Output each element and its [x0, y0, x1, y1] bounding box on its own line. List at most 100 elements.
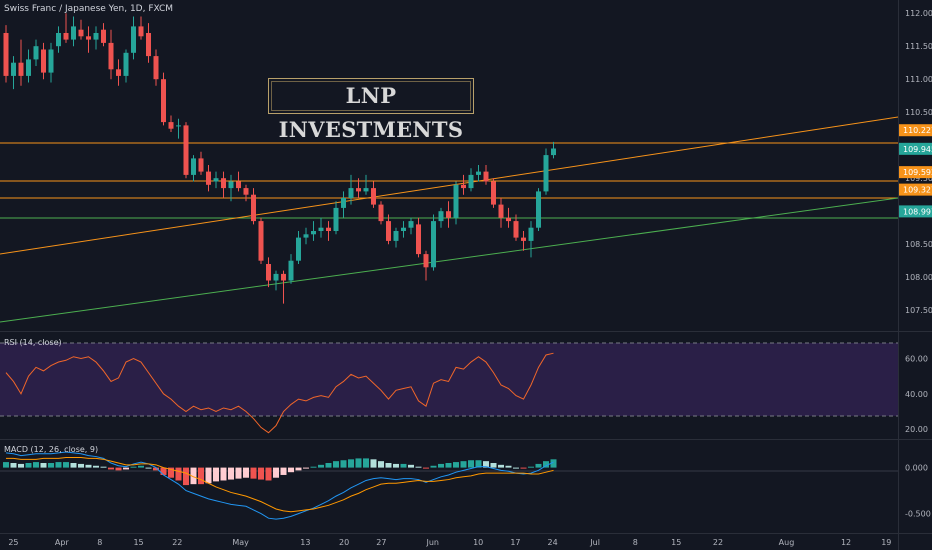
candle-body: [63, 33, 69, 40]
candle-body: [243, 188, 249, 195]
macd-histogram-bar: [303, 467, 309, 469]
rsi-tick-label: 20.00: [905, 425, 928, 434]
price-tick-label: 108.500: [905, 240, 932, 249]
trend-line-lower[interactable]: [0, 197, 899, 323]
macd-histogram-bar: [63, 462, 69, 468]
candle-body: [123, 52, 129, 76]
price-tick-label: 109.500: [905, 174, 932, 183]
candle-body: [93, 33, 99, 40]
candle-body: [161, 79, 166, 123]
macd-histogram-bar: [205, 467, 212, 484]
candle-body: [56, 33, 61, 47]
time-tick-label: Jul: [589, 538, 600, 547]
macd-histogram-bar: [55, 462, 62, 468]
macd-histogram-bar: [130, 466, 137, 468]
macd-histogram-bar: [235, 467, 242, 479]
macd-histogram-bar: [93, 465, 99, 468]
candle-body: [371, 188, 376, 205]
time-tick-label: 8: [633, 538, 638, 547]
macd-pane-label: MACD (12, 26, close, 9): [4, 445, 99, 454]
time-axis[interactable]: 25 Apr 8 15 22 May 13 20 27 Jun 10 17 24 Jul 8 15 22 Aug 1…: [8, 538, 891, 547]
candle-body: [288, 260, 294, 281]
candle-body: [461, 184, 466, 189]
macd-histogram-bar: [3, 462, 9, 468]
candle-body: [551, 148, 556, 156]
rsi-line: [5, 352, 554, 434]
candle-body: [431, 221, 436, 268]
macd-histogram-bar: [153, 467, 159, 471]
candle-body: [506, 217, 511, 222]
macd-histogram-bar: [318, 464, 324, 468]
macd-histogram-bar: [175, 467, 182, 481]
macd-histogram-bar: [370, 459, 377, 468]
time-tick-label: 15: [671, 538, 681, 547]
candle-body: [446, 211, 451, 218]
time-tick-label: 17: [510, 538, 520, 547]
macd-histogram-bar: [498, 464, 504, 468]
candle-body: [131, 26, 136, 53]
macd-histogram-bar: [348, 459, 354, 468]
macd-histogram-bar: [438, 463, 444, 468]
trend-line-upper[interactable]: [0, 116, 899, 255]
macd-histogram-bar: [258, 467, 264, 480]
macd-histogram-bar: [25, 463, 32, 468]
candle-body: [468, 174, 474, 189]
macd-signal-line: [6, 456, 554, 513]
macd-histogram-bar: [520, 467, 527, 469]
candle-body: [116, 69, 121, 76]
candle-body: [236, 181, 241, 189]
time-tick-label: 25: [8, 538, 18, 547]
macd-histogram-bar: [40, 463, 47, 468]
macd-histogram-bar: [70, 463, 77, 468]
macd-line: [5, 451, 554, 520]
price-tick-label: 110.500: [905, 108, 932, 117]
macd-histogram-bar: [145, 467, 152, 469]
candle-body: [393, 231, 399, 241]
macd-histogram-bar: [490, 463, 497, 468]
candle-body: [41, 49, 46, 73]
macd-histogram-bar: [78, 463, 84, 468]
candle-body: [408, 221, 414, 228]
rsi-tick-label: 40.00: [905, 390, 928, 399]
time-tick-label: 12: [841, 538, 851, 547]
candle-body: [228, 181, 234, 189]
macd-histogram-bar: [280, 467, 287, 475]
candle-body: [476, 171, 481, 175]
candle-body: [273, 273, 279, 281]
lnp-watermark-logo: LNP INVESTMENTS: [268, 78, 474, 142]
price-tick-label: 111.500: [905, 42, 932, 51]
time-tick-label: Apr: [55, 538, 70, 547]
candle-body: [303, 234, 309, 238]
candle-body: [183, 125, 189, 175]
candle-body: [521, 237, 526, 241]
macd-histogram-bar: [123, 467, 129, 470]
candle-body: [296, 237, 301, 261]
price-tick-label: 112.000: [905, 9, 932, 18]
macd-histogram-bar: [10, 463, 17, 468]
time-tick-label: 15: [133, 538, 143, 547]
macd-histogram-bar: [250, 467, 257, 479]
macd-histogram-bar: [310, 466, 317, 468]
macd-histogram-bar: [198, 467, 204, 485]
macd-histogram-bar: [288, 467, 294, 473]
macd-histogram-bar: [265, 467, 272, 481]
macd-histogram-bar: [115, 467, 122, 471]
macd-histogram-bar: [183, 467, 189, 486]
price-badges: 110.227 109.945 109.592 109.327 108.997: [899, 124, 932, 218]
candle-body: [491, 181, 496, 205]
macd-histogram-bar: [505, 465, 512, 468]
candle-body: [356, 188, 361, 192]
time-tick-label: 20: [339, 538, 349, 547]
price-badge-label: 110.227: [903, 126, 932, 135]
candle-body: [453, 184, 459, 218]
macd-histogram-bar: [528, 466, 534, 468]
candle-body: [146, 33, 151, 57]
macd-histogram-bar: [108, 467, 114, 470]
macd-histogram-bar: [295, 467, 302, 471]
price-badge-bg: [899, 183, 932, 196]
price-badge-bg: [899, 205, 932, 218]
time-tick-label: 19: [881, 538, 891, 547]
price-badge-label: 108.997: [903, 207, 932, 216]
candle-body: [26, 59, 31, 76]
